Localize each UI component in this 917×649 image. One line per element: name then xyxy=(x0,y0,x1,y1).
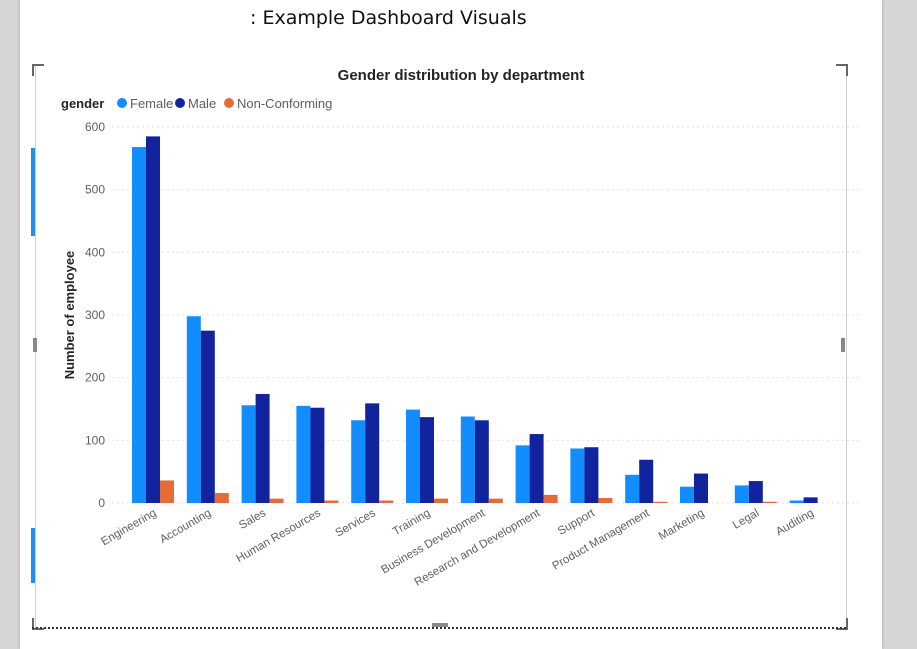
legend-marker xyxy=(175,98,185,108)
chart-bars xyxy=(132,136,818,503)
bar-male xyxy=(420,417,434,503)
bar-female xyxy=(186,316,201,503)
bar-male xyxy=(694,473,708,503)
legend-marker xyxy=(224,98,234,108)
bar-male xyxy=(803,497,818,503)
bar-female xyxy=(132,147,146,503)
bar-female xyxy=(460,416,475,503)
y-tick-label: 400 xyxy=(85,245,105,259)
legend-item-label: Non-Conforming xyxy=(237,96,332,111)
selection-tab-indicator[interactable] xyxy=(31,528,35,583)
bar-non-conforming xyxy=(160,480,174,503)
y-tick-label: 500 xyxy=(85,183,105,197)
bar-non-conforming xyxy=(653,501,668,503)
bar-male xyxy=(748,481,763,503)
visual-corner-top-left xyxy=(32,64,44,76)
bar-female xyxy=(515,445,530,503)
report-page: : Example Dashboard Visuals xyxy=(20,0,882,649)
page-caption: : Example Dashboard Visuals xyxy=(250,7,527,29)
bar-non-conforming xyxy=(598,497,613,503)
bar-female xyxy=(625,474,640,503)
bar-non-conforming xyxy=(543,494,558,503)
bar-non-conforming xyxy=(379,500,394,503)
bar-male xyxy=(639,459,654,503)
bar-female xyxy=(734,485,749,503)
bar-female xyxy=(406,409,420,503)
y-tick-label: 100 xyxy=(85,433,105,447)
bar-female xyxy=(241,405,256,503)
bar-female xyxy=(296,405,311,503)
resize-handle-left[interactable] xyxy=(33,338,37,352)
bar-female xyxy=(789,500,804,503)
y-tick-label: 600 xyxy=(85,120,105,134)
visual-corner-top-right xyxy=(836,64,848,76)
bar-non-conforming xyxy=(269,498,284,503)
chart-legend: Female Male Non-Conforming xyxy=(117,96,332,111)
bar-male xyxy=(200,330,215,503)
y-axis-ticks: 0 100 200 300 400 500 600 xyxy=(85,120,105,510)
chart-title: Gender distribution by department xyxy=(338,67,585,84)
bar-non-conforming xyxy=(324,500,339,503)
bar-non-conforming xyxy=(488,498,503,503)
bar-male xyxy=(529,434,544,503)
bar-non-conforming xyxy=(214,492,229,503)
bar-non-conforming xyxy=(434,498,448,503)
bar-male xyxy=(584,447,599,503)
bar-male xyxy=(474,420,489,503)
bar-male xyxy=(310,407,325,503)
x-tick-label: Legal xyxy=(731,507,761,531)
visual-corner-bottom-left xyxy=(32,618,44,630)
x-tick-label: Product Management xyxy=(550,507,652,573)
bar-non-conforming xyxy=(762,501,777,503)
selection-tab-indicator[interactable] xyxy=(31,148,35,236)
bar-female xyxy=(351,420,366,503)
x-tick-label: Support xyxy=(556,507,598,538)
y-tick-label: 200 xyxy=(85,371,105,385)
x-tick-label: Accounting xyxy=(158,507,213,546)
x-tick-label: Services xyxy=(334,507,378,540)
bar-male xyxy=(365,403,380,503)
bar-male xyxy=(146,136,160,503)
y-tick-label: 0 xyxy=(98,496,105,510)
bar-female xyxy=(570,448,585,503)
legend-title: gender xyxy=(61,96,104,111)
legend-item-label: Male xyxy=(188,96,216,111)
chart-gridlines xyxy=(112,126,862,504)
x-tick-label: Sales xyxy=(237,507,268,532)
y-axis-label: Number of employee xyxy=(62,251,77,380)
x-tick-label: Engineering xyxy=(99,507,158,548)
resize-handle-right[interactable] xyxy=(841,338,845,352)
visual-bottom-border xyxy=(32,627,846,629)
y-tick-label: 300 xyxy=(85,308,105,322)
x-tick-label: Auditing xyxy=(774,507,816,538)
x-tick-label: Training xyxy=(391,507,433,538)
legend-item-label: Female xyxy=(130,96,173,111)
resize-handle-bottom[interactable] xyxy=(432,623,448,627)
visual-corner-bottom-right xyxy=(836,618,848,630)
x-tick-label: Marketing xyxy=(657,507,707,543)
bar-male xyxy=(255,393,270,503)
legend-marker xyxy=(117,98,127,108)
bar-female xyxy=(680,486,694,503)
